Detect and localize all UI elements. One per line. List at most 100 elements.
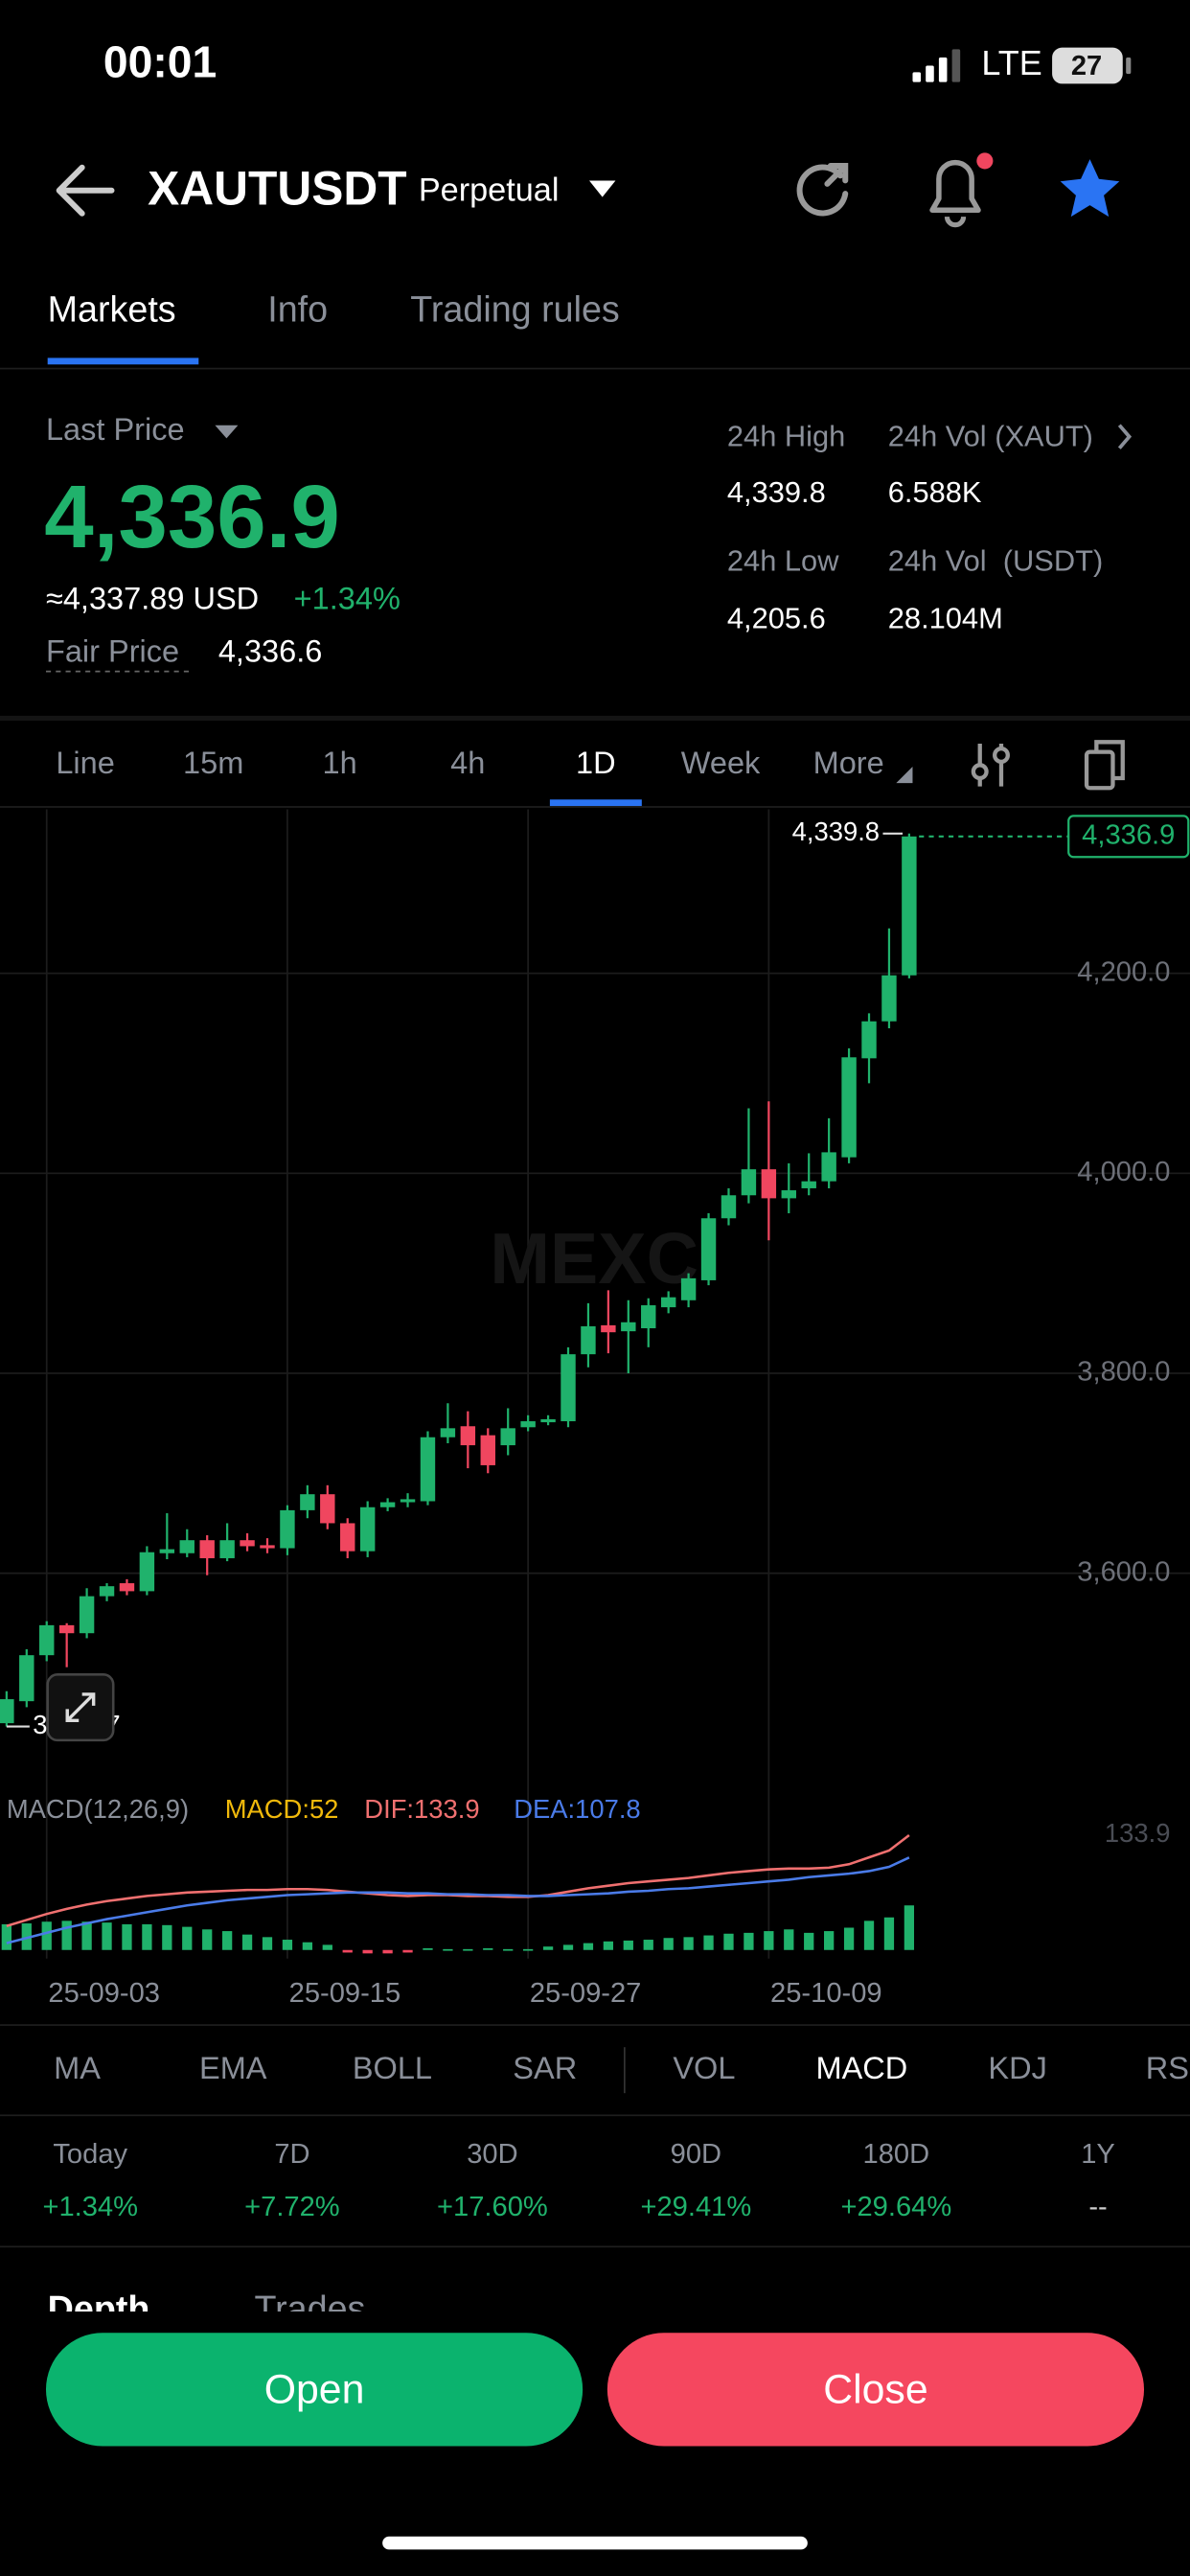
indicator[interactable]: SAR — [513, 2051, 577, 2085]
stats-chevron[interactable] — [1117, 424, 1133, 449]
indicator[interactable]: EMA — [199, 2051, 267, 2085]
macd-title: MACD(12,26,9) — [7, 1794, 189, 1824]
candle-body — [119, 1583, 135, 1592]
y-tick-label: 3,600.0 — [1077, 1556, 1170, 1587]
macd-bar — [603, 1941, 614, 1950]
symbol[interactable]: XAUTUSDT — [148, 162, 406, 216]
home-indicator — [382, 2536, 808, 2550]
interval-more[interactable]: More — [813, 746, 884, 780]
candle-body — [841, 1057, 857, 1158]
candle-body — [801, 1181, 816, 1188]
candles — [0, 833, 917, 1727]
candle-body — [561, 1354, 576, 1422]
battery-tip — [1126, 57, 1132, 75]
interval[interactable]: Week — [681, 746, 761, 780]
macd-bar — [744, 1932, 754, 1950]
candle-body — [520, 1421, 536, 1428]
chart-settings-button[interactable] — [1084, 740, 1125, 791]
period-change: +17.60% — [437, 2192, 548, 2222]
macd-bar — [824, 1931, 835, 1950]
candle-body — [79, 1596, 95, 1634]
share-button[interactable] — [796, 163, 849, 217]
x-tick-label: 25-09-03 — [48, 1978, 160, 2009]
y-tick-label: 3,800.0 — [1077, 1357, 1170, 1388]
indicator[interactable]: BOLL — [353, 2051, 432, 2085]
fullscreen-button[interactable] — [46, 1673, 115, 1742]
macd-bar — [784, 1929, 794, 1950]
candle-body — [781, 1190, 796, 1199]
price-type-dropdown[interactable] — [215, 425, 239, 439]
favorite-button[interactable] — [1060, 159, 1120, 218]
back-button[interactable] — [56, 164, 115, 217]
candle-body — [821, 1152, 836, 1182]
network-type: LTE — [981, 43, 1041, 82]
battery-level: 27 — [1071, 51, 1102, 81]
macd-bar — [202, 1929, 213, 1950]
tab[interactable]: Trading rules — [410, 288, 619, 329]
divider — [0, 2024, 1190, 2026]
candle-body — [460, 1426, 476, 1446]
macd-bar — [863, 1920, 875, 1950]
stat-value: 4,339.8 — [727, 475, 826, 509]
interval[interactable]: 1h — [323, 746, 357, 780]
alert-button[interactable] — [929, 152, 994, 228]
price-change: +1.34% — [294, 582, 400, 616]
macd-bar — [663, 1938, 674, 1950]
candle-body — [700, 1218, 717, 1280]
macd-bar — [402, 1949, 413, 1953]
indicator[interactable]: KDJ — [988, 2051, 1046, 2085]
candle-body — [379, 1502, 396, 1507]
contract-type[interactable]: Perpetual — [419, 172, 560, 208]
macd-bar — [583, 1943, 594, 1950]
x-tick-label: 25-09-15 — [289, 1978, 401, 2009]
interval[interactable]: 15m — [183, 746, 243, 780]
divider — [0, 2245, 1190, 2248]
indicator-selected[interactable]: MACD — [815, 2051, 907, 2085]
tab-underline — [47, 357, 199, 365]
indicator[interactable]: VOL — [673, 2051, 735, 2085]
candle-body — [300, 1494, 315, 1510]
price-type-label[interactable]: Last Price — [46, 412, 185, 447]
macd-bar — [282, 1940, 293, 1950]
macd-bar — [623, 1940, 633, 1950]
tab[interactable]: Info — [267, 288, 328, 329]
candle-body — [139, 1552, 155, 1592]
grid: 3,600.0 3,800.0 4,000.0 4,200.0 25-09-03 25-0… — [0, 809, 1190, 2009]
macd-bar — [542, 1946, 554, 1950]
macd-bar — [302, 1942, 313, 1950]
contract-dropdown[interactable] — [589, 180, 616, 197]
tab[interactable]: Markets — [48, 288, 176, 329]
close-button-label[interactable]: Close — [823, 2366, 927, 2412]
candle-body — [58, 1624, 75, 1634]
candle-body — [260, 1545, 275, 1549]
period: 7D — [274, 2139, 309, 2170]
macd-bar — [463, 1948, 473, 1951]
close-button[interactable] — [606, 2333, 1145, 2447]
dea-line — [6, 1856, 910, 1944]
macd-bar — [241, 1934, 253, 1950]
interval[interactable]: Line — [56, 746, 115, 780]
macd-bar — [423, 1947, 433, 1950]
candle-body — [861, 1021, 877, 1059]
candle-body — [902, 836, 917, 976]
indicator-settings-button[interactable] — [971, 744, 1010, 787]
candle-body — [280, 1509, 295, 1549]
macd-bar — [382, 1949, 393, 1954]
open-button[interactable] — [45, 2333, 584, 2447]
macd-bar — [1, 1923, 11, 1950]
indicator-divider — [623, 2047, 626, 2094]
interval[interactable]: 4h — [450, 746, 485, 780]
indicator[interactable]: RS — [1146, 2051, 1189, 2085]
fair-price: 4,336.6 — [218, 633, 323, 668]
interval-selected[interactable]: 1D — [576, 746, 616, 780]
more-indicator — [896, 767, 913, 784]
macd-bar — [21, 1923, 32, 1950]
indicator[interactable]: MA — [54, 2051, 101, 2085]
stat-label: 24h Vol (XAUT) — [888, 420, 1093, 453]
candle-body — [581, 1325, 596, 1355]
open-button-label[interactable]: Open — [264, 2366, 365, 2412]
macd-bar — [703, 1935, 714, 1950]
candle-body — [0, 1699, 14, 1724]
